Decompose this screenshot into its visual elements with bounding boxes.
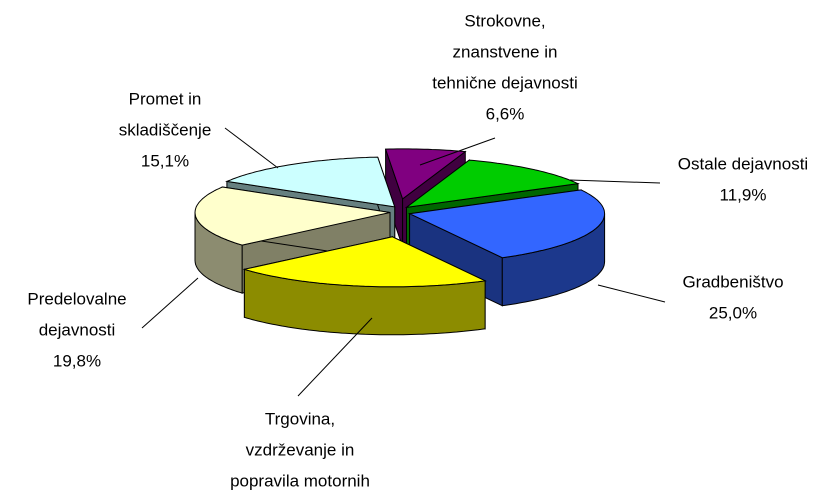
value-label: 19,8% xyxy=(53,351,101,370)
leader-line xyxy=(419,137,496,166)
slice-label: Predelovalne xyxy=(27,289,126,308)
pie-slice xyxy=(407,189,606,307)
leader-line xyxy=(141,277,199,329)
slice-label: Ostale dejavnosti xyxy=(678,154,808,173)
leader-line xyxy=(297,317,373,397)
slice-label: Gradbeništvo xyxy=(682,272,783,291)
value-label: 25,0% xyxy=(709,303,757,322)
value-label: 11,9% xyxy=(720,185,767,204)
slice-top xyxy=(225,156,396,208)
slice-top xyxy=(404,159,580,209)
leader-line xyxy=(569,179,661,184)
slice-top xyxy=(407,189,606,259)
value-label: 6,6% xyxy=(486,104,525,123)
slice-label: znanstvene in xyxy=(453,42,558,61)
slice-label: vzdrževanje in xyxy=(246,440,355,459)
pie-slice xyxy=(242,236,487,336)
slice-label: tehnične dejavnosti xyxy=(432,73,578,92)
slice-top xyxy=(384,148,467,200)
slice-label: dejavnosti xyxy=(39,320,116,339)
slice-top xyxy=(194,186,391,246)
slice-label: popravila motornih xyxy=(230,471,370,490)
value-label: 15,1% xyxy=(141,151,189,170)
slice-top xyxy=(242,236,487,288)
leader-line xyxy=(597,284,666,303)
slice-label: Strokovne, xyxy=(464,11,545,30)
slice-label: Promet in xyxy=(129,89,202,108)
slice-label: skladiščenje xyxy=(119,120,212,139)
slice-label: Trgovina, xyxy=(265,409,335,428)
leader-line xyxy=(224,127,279,169)
